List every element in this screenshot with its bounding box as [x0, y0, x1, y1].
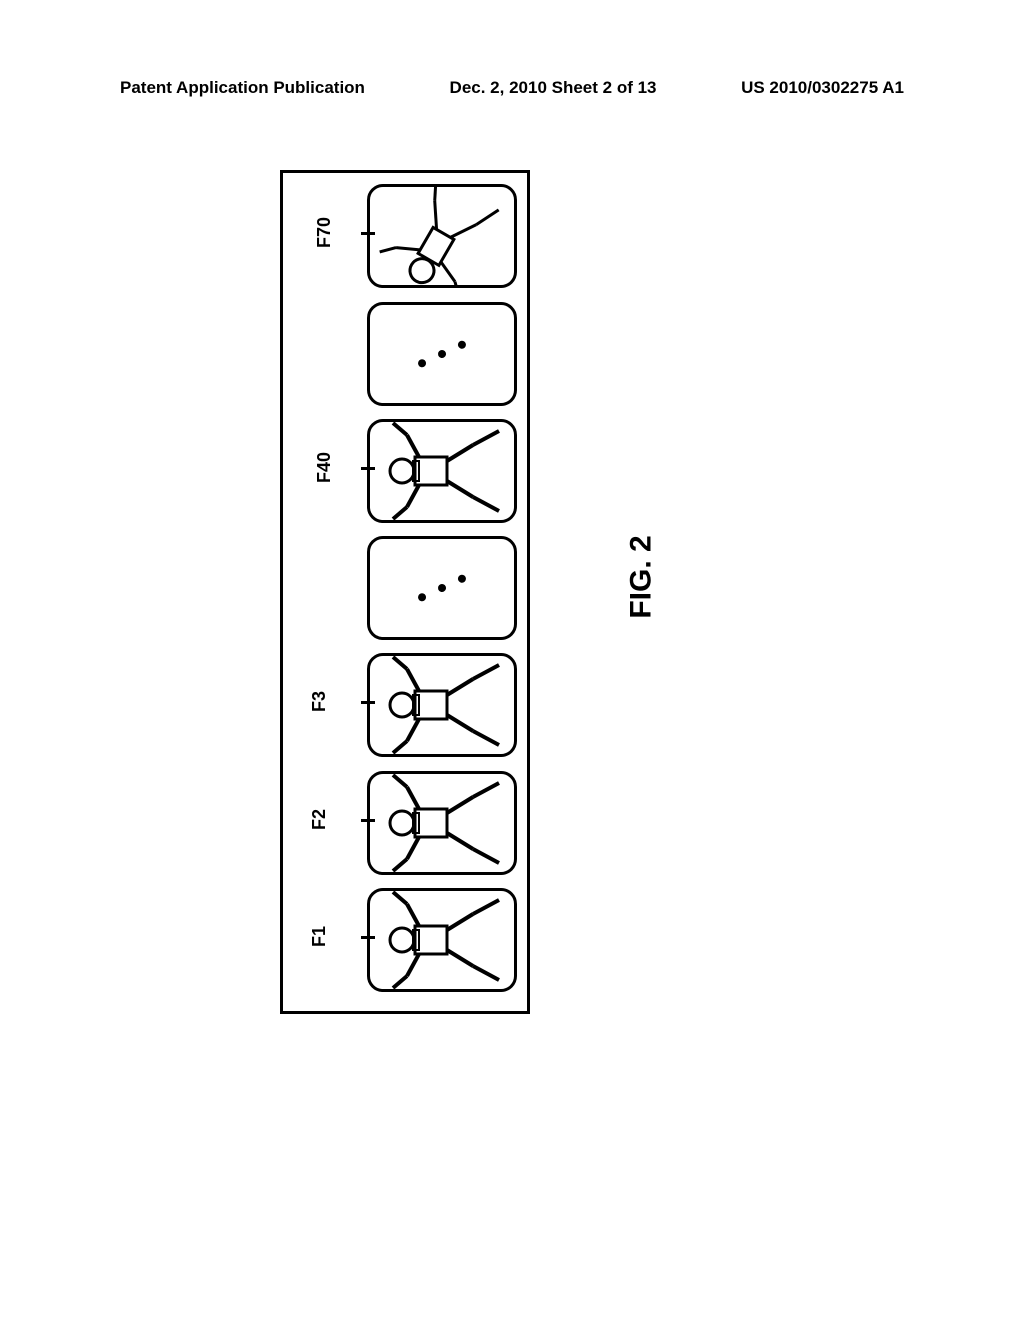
- frame-box: [367, 536, 517, 640]
- frame-f2: F2: [289, 771, 521, 883]
- ellipsis-icon: [417, 573, 468, 602]
- stick-figure-icon: [367, 653, 517, 757]
- page-header: Patent Application Publication Dec. 2, 2…: [0, 78, 1024, 98]
- frame-dots-1: [289, 302, 521, 414]
- frame-dots-2: [289, 536, 521, 648]
- stick-figure-icon: [367, 771, 517, 875]
- header-left: Patent Application Publication: [120, 78, 365, 98]
- stick-figure-icon: [367, 184, 517, 288]
- frame-label: F3: [309, 691, 330, 712]
- frame-f1: F1: [289, 888, 521, 1000]
- header-center: Dec. 2, 2010 Sheet 2 of 13: [450, 78, 657, 98]
- figure-container: F70 F40: [280, 170, 530, 1014]
- frame-box: [367, 302, 517, 406]
- frame-f3: F3: [289, 653, 521, 765]
- figure-label: FIG. 2: [625, 535, 659, 618]
- stick-figure-icon: [367, 419, 517, 523]
- frame-label: F40: [314, 452, 335, 483]
- header-right: US 2010/0302275 A1: [741, 78, 904, 98]
- stick-figure-icon: [367, 888, 517, 992]
- frame-label: F2: [309, 808, 330, 829]
- frame-label: F70: [314, 217, 335, 248]
- frame-label: F1: [309, 926, 330, 947]
- frame-f40: F40: [289, 419, 521, 531]
- frame-f70: F70: [289, 184, 521, 296]
- ellipsis-icon: [417, 339, 468, 368]
